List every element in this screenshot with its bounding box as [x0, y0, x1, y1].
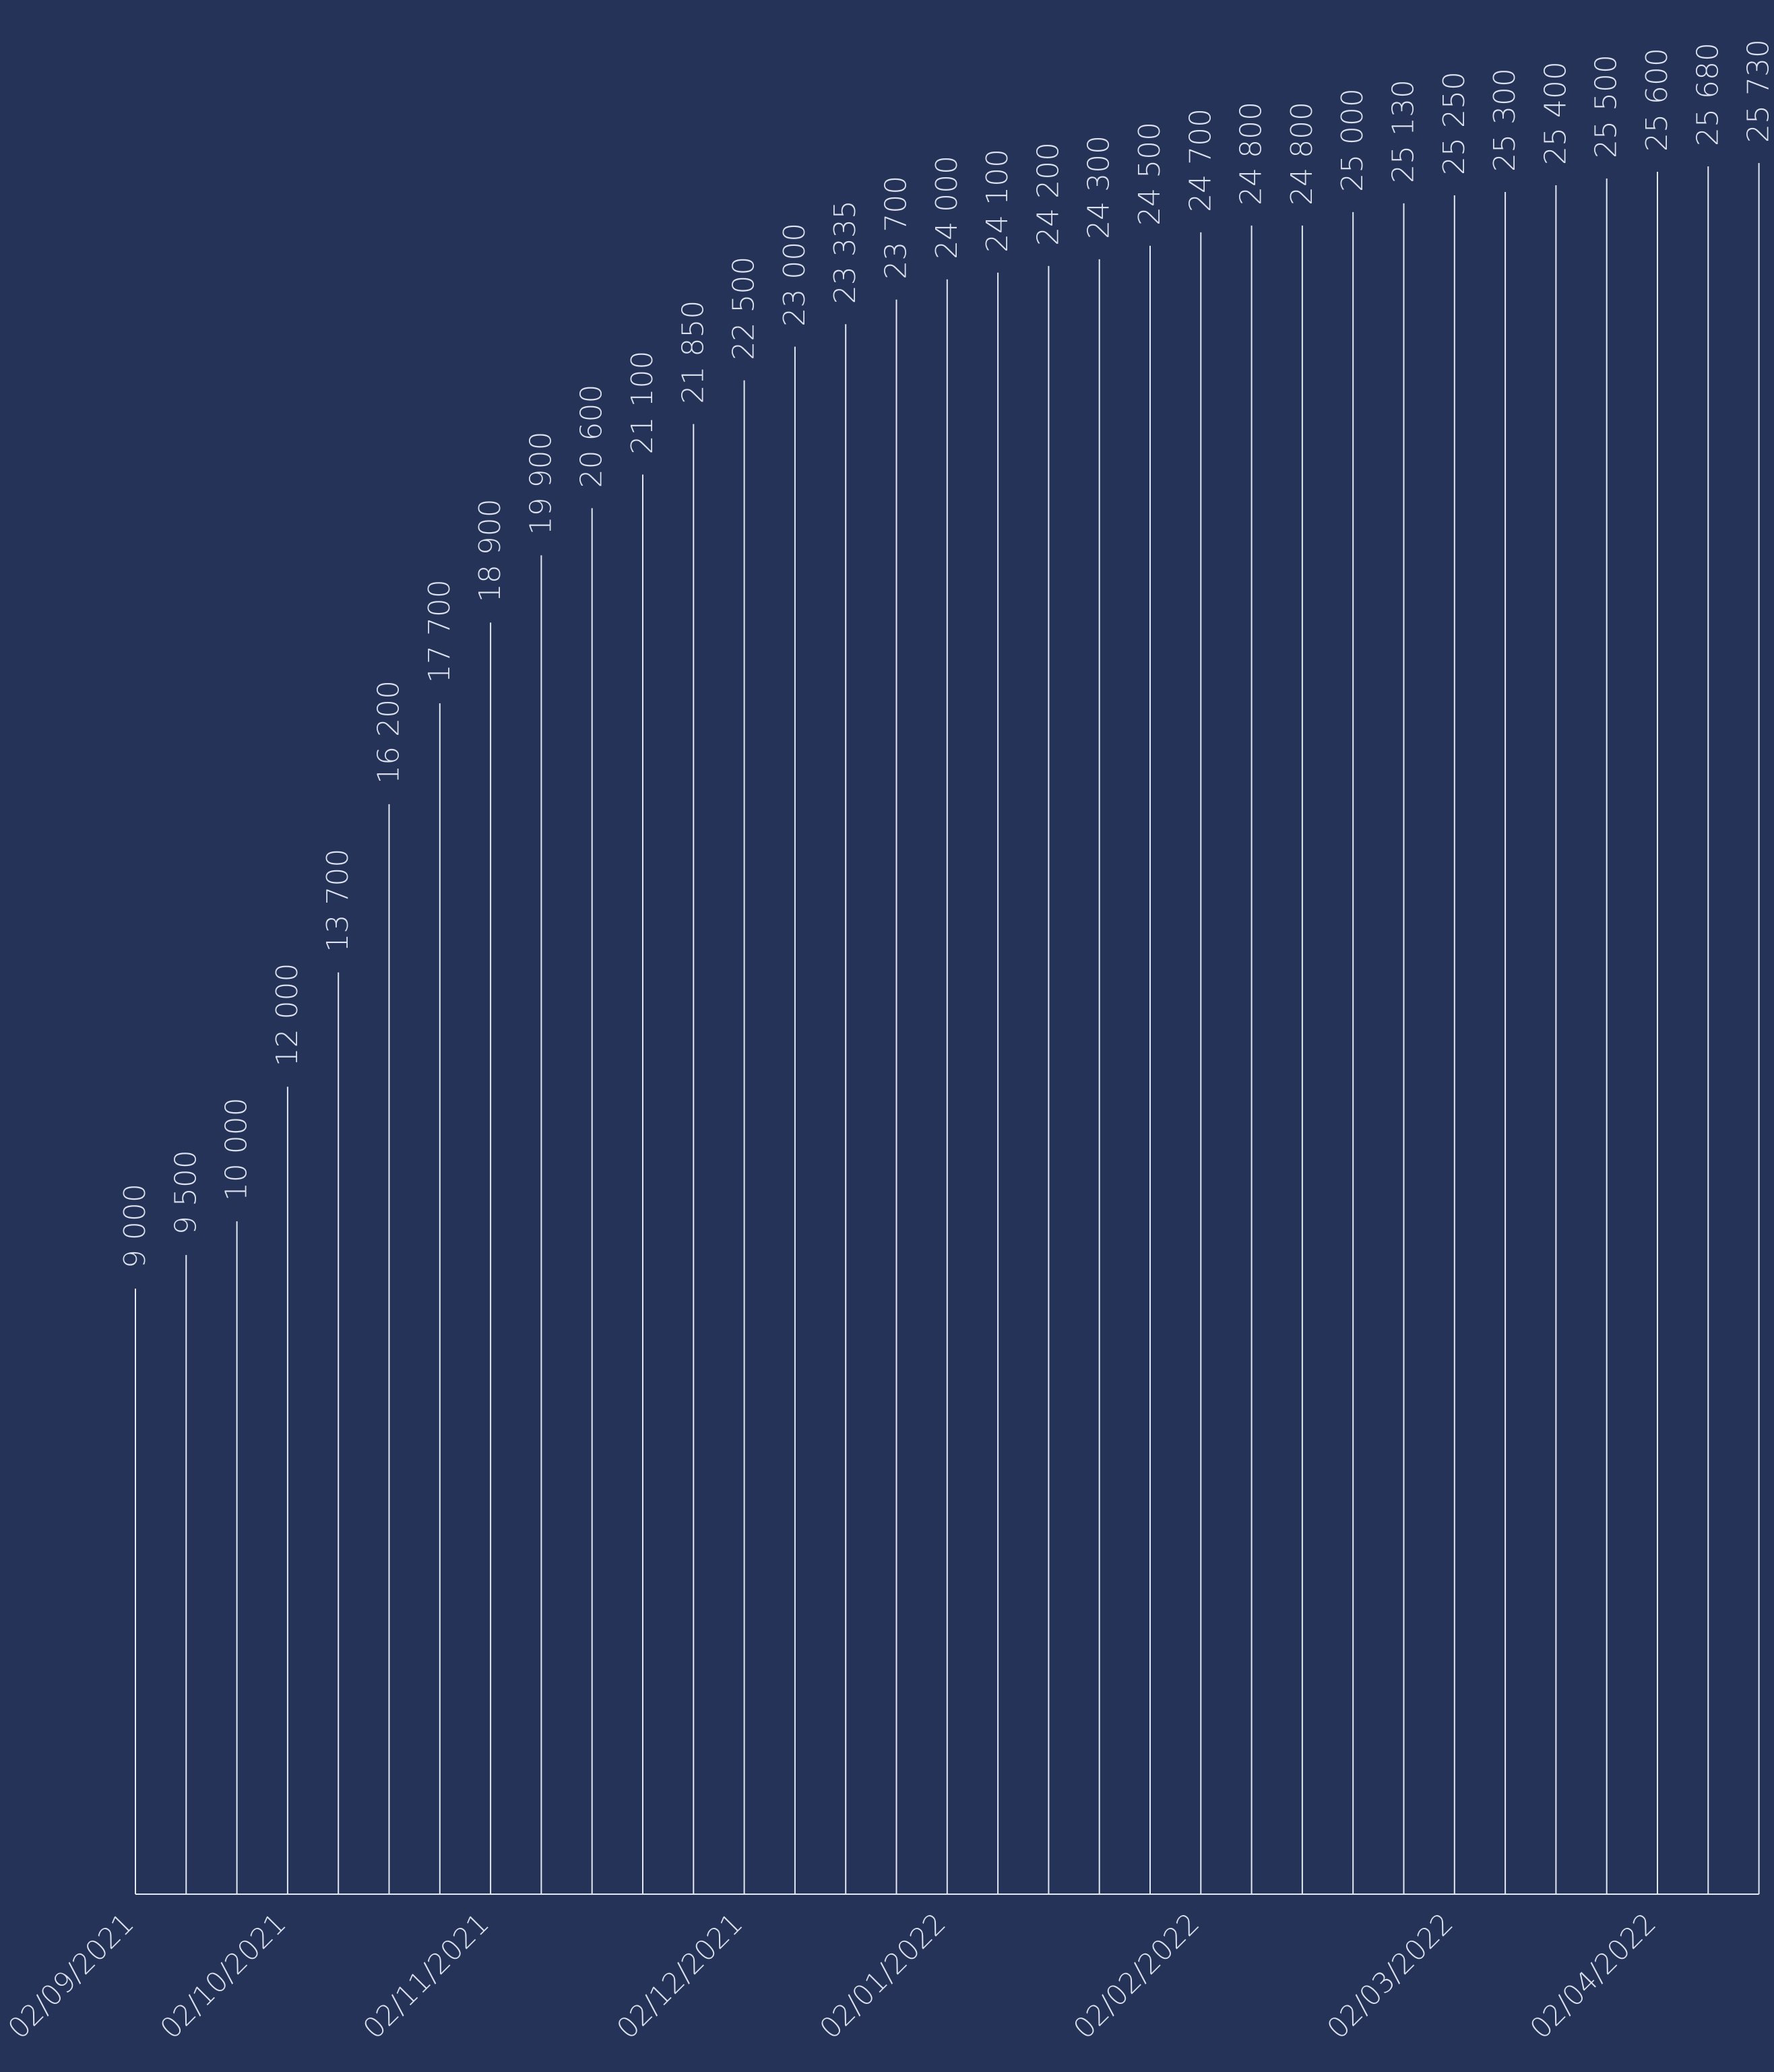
value-label: 13 700	[321, 849, 355, 952]
value-label: 24 300	[1082, 135, 1116, 239]
value-label: 25 730	[1742, 39, 1774, 143]
value-label: 17 700	[422, 579, 457, 683]
value-label: 21 850	[676, 300, 710, 404]
value-label: 24 000	[930, 156, 964, 259]
value-labels-group: 9 000 9 500 10 000 12 000 13 700 16 200 17 700…	[118, 39, 1774, 1268]
value-label: 23 335	[828, 200, 862, 304]
value-label: 24 100	[980, 149, 1015, 253]
value-label: 20 600	[575, 384, 609, 488]
value-label: 10 000	[220, 1097, 254, 1201]
value-label: 24 700	[1183, 108, 1217, 212]
value-label: 25 400	[1538, 61, 1573, 165]
value-label: 24 800	[1234, 102, 1269, 205]
value-label: 25 250	[1437, 71, 1471, 175]
value-label: 23 700	[879, 176, 914, 280]
value-label: 16 200	[372, 680, 406, 784]
value-label: 25 300	[1488, 68, 1522, 172]
value-label: 25 500	[1589, 55, 1624, 158]
value-label: 21 100	[625, 350, 660, 454]
value-label: 25 130	[1387, 79, 1421, 183]
value-label: 25 600	[1640, 48, 1674, 152]
stems-group	[135, 163, 1760, 1894]
value-label: 22 500	[727, 257, 761, 360]
value-label: 9 500	[168, 1150, 203, 1235]
value-label: 18 900	[473, 498, 507, 602]
value-label: 24 200	[1031, 142, 1065, 246]
value-label: 25 000	[1335, 88, 1370, 192]
value-label: 24 500	[1133, 122, 1167, 226]
value-label: 25 680	[1690, 42, 1725, 146]
value-label: 19 900	[524, 431, 558, 535]
value-label: 24 800	[1285, 102, 1319, 205]
value-label: 23 000	[778, 223, 812, 327]
value-label: 12 000	[270, 963, 305, 1066]
value-label: 9 000	[118, 1184, 152, 1268]
